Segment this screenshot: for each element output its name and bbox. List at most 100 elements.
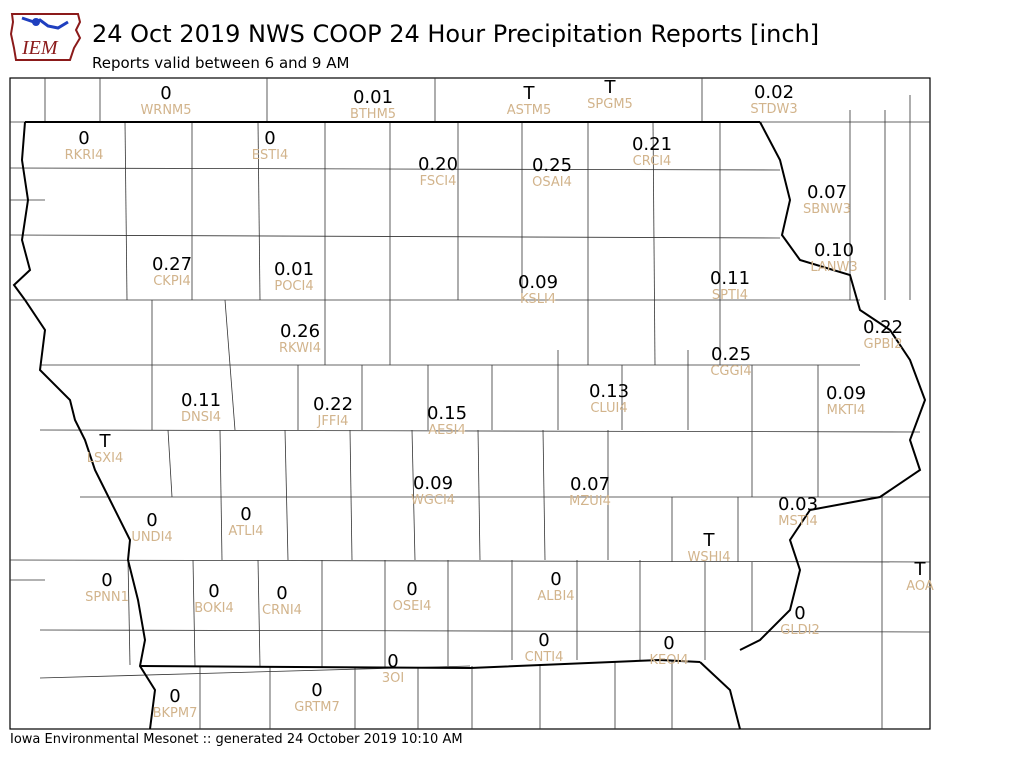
station-value: 0.11 <box>181 390 221 411</box>
footer-credit: Iowa Environmental Mesonet :: generated … <box>10 732 463 747</box>
station-id: ESTI4 <box>252 148 289 163</box>
station-id: OSEI4 <box>393 599 432 614</box>
station-id: ALBI4 <box>537 589 574 604</box>
station-value: 0 <box>276 583 287 604</box>
station-value: 0.03 <box>778 494 818 515</box>
station-value: 0.27 <box>152 254 192 275</box>
station-value: 0.25 <box>711 344 751 365</box>
svg-text:IEM: IEM <box>21 37 59 59</box>
station-id: BOKI4 <box>194 601 234 616</box>
iem-logo: IEM <box>8 8 84 66</box>
station-id: MKTI4 <box>827 403 866 418</box>
station-value: 0.01 <box>274 259 314 280</box>
station-id: KEOI4 <box>649 653 688 668</box>
station-value: 0.11 <box>710 268 750 289</box>
station-id: LSXI4 <box>87 451 124 466</box>
station-value: 0.20 <box>418 154 458 175</box>
station-value: 0.22 <box>313 394 353 415</box>
station-id: WGCI4 <box>411 493 455 508</box>
station-id: SPTI4 <box>712 288 748 303</box>
station-id: CNTI4 <box>525 650 564 665</box>
map-frame <box>9 77 931 730</box>
station-value: 0.09 <box>413 473 453 494</box>
station-id: SPGM5 <box>587 97 633 112</box>
station-value: 0.25 <box>532 155 572 176</box>
station-value: 0 <box>387 651 398 672</box>
station-value: 0 <box>78 128 89 149</box>
station-id: OSAI4 <box>532 175 572 190</box>
station-value: 0.13 <box>589 381 629 402</box>
station-value: T <box>523 83 536 104</box>
state-boundaries <box>12 121 927 730</box>
station-id: AOA <box>906 579 934 594</box>
station-value: 0 <box>794 603 805 624</box>
station-id: MZUI4 <box>569 494 611 509</box>
station-value: T <box>99 431 112 452</box>
station-value: 0.22 <box>863 317 903 338</box>
station-id: CGGI4 <box>710 364 751 379</box>
map-title: 24 Oct 2019 NWS COOP 24 Hour Precipitati… <box>92 20 820 48</box>
station-id: RKRI4 <box>65 148 104 163</box>
station-value: 0 <box>101 570 112 591</box>
station-value: T <box>703 530 716 551</box>
station-value: 0 <box>663 633 674 654</box>
station-value: 0 <box>146 510 157 531</box>
station-value: 0.15 <box>427 403 467 424</box>
station-id: STDW3 <box>750 102 797 117</box>
station-id: GLDI2 <box>780 623 819 638</box>
station-value: 0 <box>406 579 417 600</box>
station-id: 3OI <box>382 671 404 686</box>
station-id: GPBI2 <box>864 337 903 352</box>
station-value: 0.01 <box>353 87 393 108</box>
station-id: ATLI4 <box>228 524 263 539</box>
station-value: 0 <box>264 128 275 149</box>
station-id: CRCI4 <box>633 154 672 169</box>
station-id: MSTI4 <box>778 514 818 529</box>
station-id: CLUI4 <box>590 401 627 416</box>
station-value: 0.09 <box>826 383 866 404</box>
map-subtitle: Reports valid between 6 and 9 AM <box>92 54 350 72</box>
station-value: 0.09 <box>518 272 558 293</box>
station-id: SBNW3 <box>803 202 851 217</box>
station-id: CRNI4 <box>262 603 302 618</box>
station-value: 0 <box>208 581 219 602</box>
station-value: 0 <box>550 569 561 590</box>
station-value: 0 <box>240 504 251 525</box>
station-value: 0 <box>169 686 180 707</box>
station-id: DNSI4 <box>181 410 221 425</box>
station-id: GRTM7 <box>294 700 340 715</box>
